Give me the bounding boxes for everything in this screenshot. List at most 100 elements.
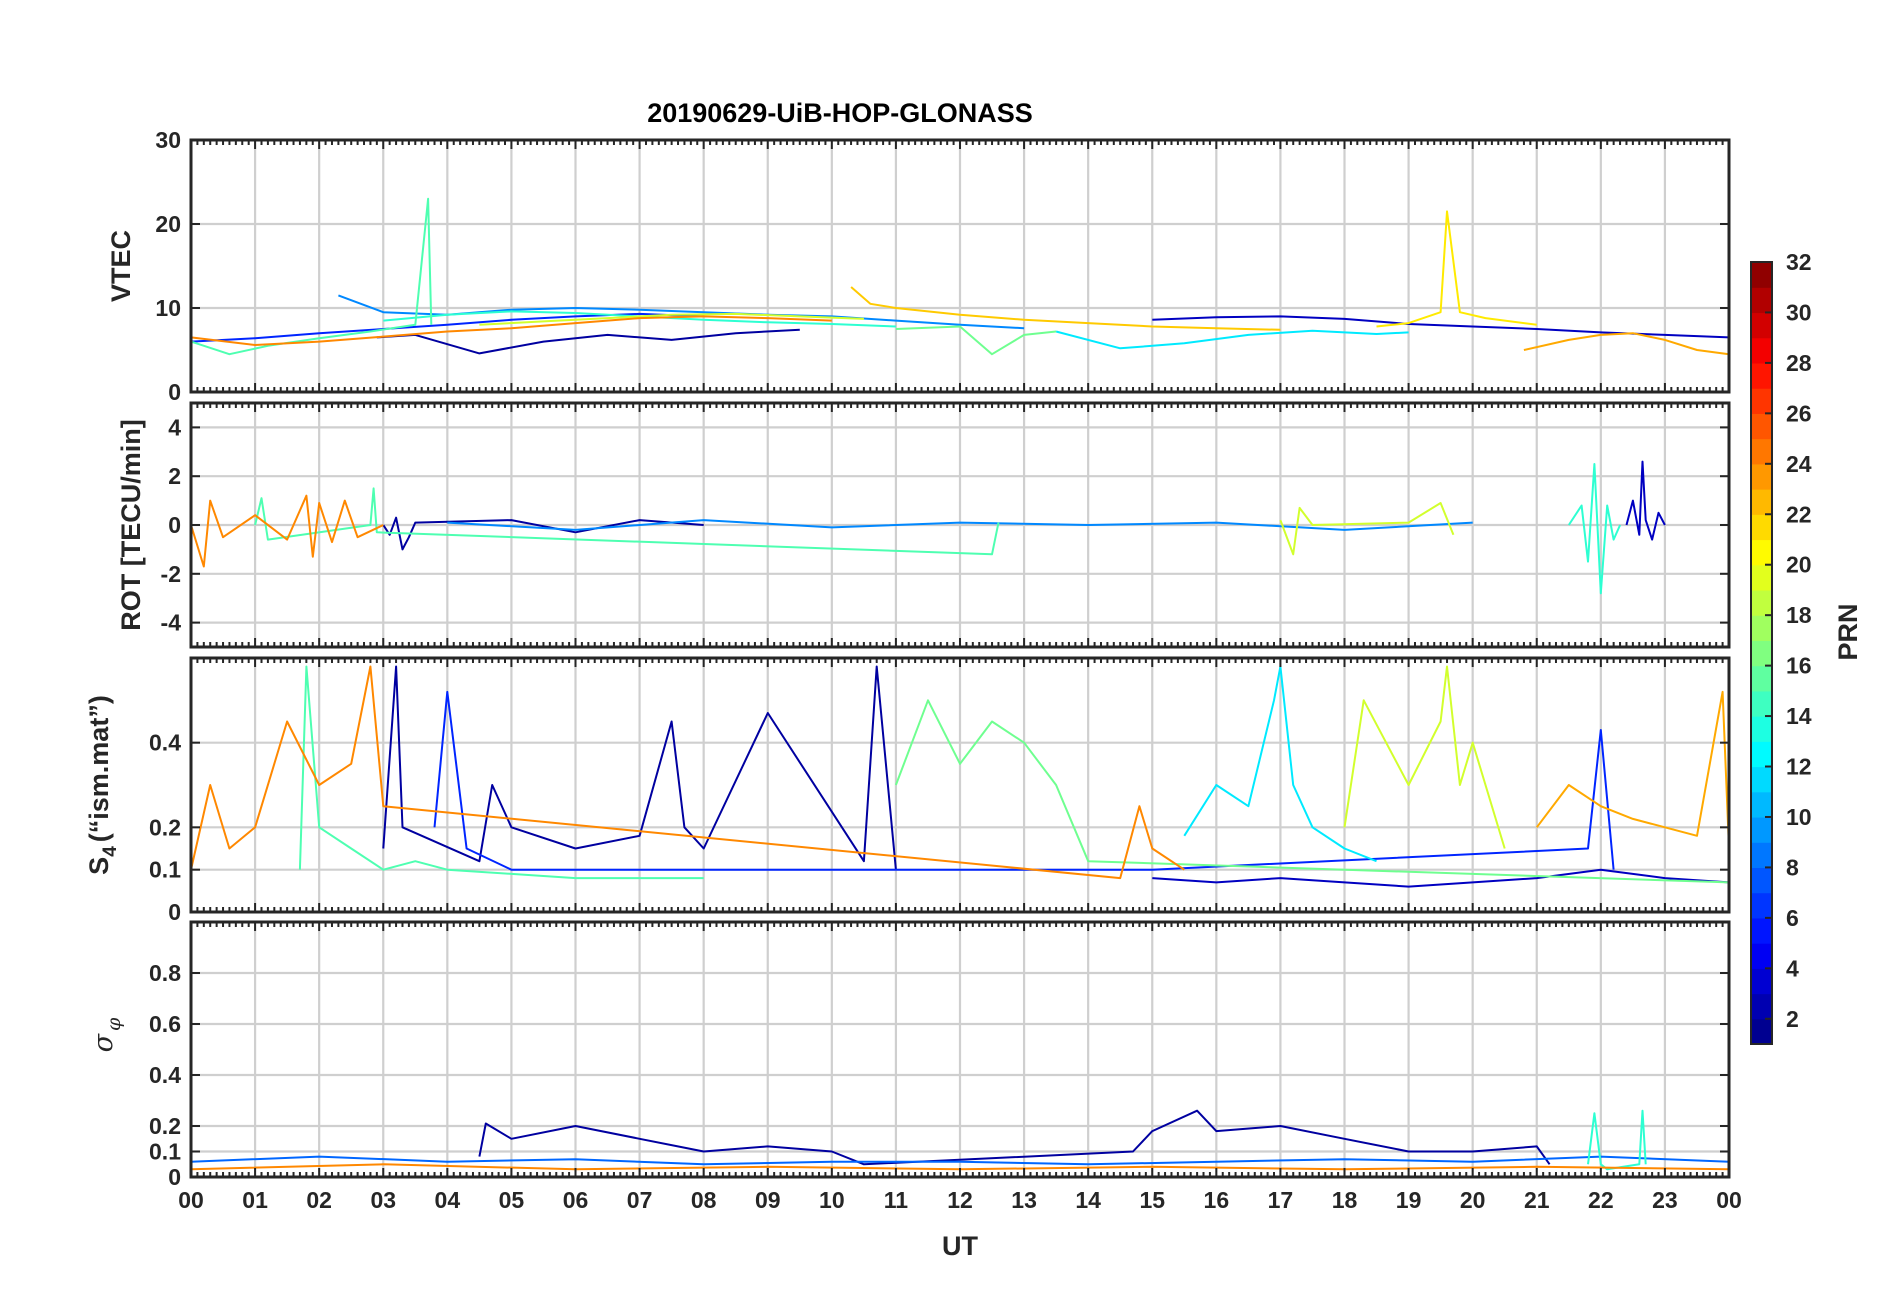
chart-title: 20190629-UiB-HOP-GLONASS	[647, 98, 1033, 128]
colorbar-swatch	[1751, 362, 1772, 389]
series-line-s4-prn-6	[433, 690, 1615, 871]
series-line-s4-prn-2	[382, 665, 897, 870]
x-tick-label: 23	[1652, 1187, 1678, 1213]
colorbar-tick-label: 8	[1786, 854, 1799, 880]
x-ticks-sigma	[190, 922, 1730, 1177]
series-line-rot-prn-9	[447, 519, 1473, 531]
colorbar-swatch	[1751, 716, 1772, 742]
colorbar-tick-label: 30	[1786, 299, 1812, 325]
y-tick-label: 0.1	[149, 857, 181, 883]
colorbar-swatch	[1751, 816, 1772, 843]
series-line-rot-prn-2	[382, 516, 704, 551]
colorbar-swatch	[1751, 741, 1772, 768]
y-axis-label-sigma: σφ	[88, 1017, 125, 1052]
y-axis-sigma: 00.10.2 0.4 0.6 0.8	[149, 960, 1729, 1190]
y-axis-rot: -4 -2 0 2 4	[161, 414, 1729, 636]
colorbar-label: PRN	[1833, 603, 1863, 660]
series-line-s4-prn-3	[1152, 868, 1730, 888]
colorbar-swatch	[1751, 312, 1772, 339]
x-axis: 00 01 02 03 04 05 06 07 08 09 10 11 12 13 14 15 16 17 18 19…	[178, 1187, 1742, 1213]
y-axis-vtec: 0 10 20 30	[155, 127, 1729, 405]
colorbar-tick-label: 10	[1786, 804, 1812, 830]
series-line-sigma-prn-8	[190, 1155, 1730, 1166]
grid-sigma	[189, 922, 1731, 1179]
y-tick-label: 0.1	[149, 1139, 181, 1165]
colorbar-swatch	[1751, 791, 1772, 818]
series-line-vtec-prn-2	[376, 328, 800, 355]
y-tick-label: 0	[168, 512, 181, 538]
series-line-vtec-prn-22	[850, 286, 1281, 331]
colorbar-swatch	[1751, 917, 1772, 944]
x-tick-label: 20	[1460, 1187, 1486, 1213]
colorbar-swatch	[1751, 388, 1772, 414]
x-tick-label: 02	[306, 1187, 332, 1213]
x-tick-label: 14	[1075, 1187, 1101, 1213]
colorbar-swatch	[1751, 842, 1772, 869]
x-tick-label: 08	[691, 1187, 717, 1213]
panel-sigma: 00.10.2 0.4 0.6 0.8 σφ	[88, 920, 1731, 1190]
y-tick-label: 4	[168, 414, 181, 440]
x-tick-label: 09	[755, 1187, 781, 1213]
x-tick-label: 21	[1524, 1187, 1550, 1213]
colorbar-swatch	[1751, 993, 1772, 1020]
colorbar-swatch	[1751, 438, 1772, 465]
panel-vtec: 0 10 20 30 VTEC	[106, 127, 1731, 405]
colorbar-tick-label: 16	[1786, 653, 1812, 679]
x-tick-label: 05	[499, 1187, 525, 1213]
y-axis-label-vtec: VTEC	[106, 230, 136, 302]
x-tick-label: 16	[1204, 1187, 1230, 1213]
y-tick-label: 0.2	[149, 814, 181, 840]
x-ticks-rot	[190, 403, 1730, 647]
series-group-rot	[190, 460, 1666, 595]
colorbar-swatch	[1751, 892, 1772, 919]
colorbar-tick-label: 26	[1786, 400, 1812, 426]
colorbar-swatch	[1751, 867, 1772, 894]
series-line-s4-prn-16	[894, 699, 1730, 884]
y-axis-s4: 0 0.1 0.2 0.4	[149, 730, 1729, 925]
y-tick-label: 0	[168, 1164, 181, 1190]
x-tick-label: 19	[1396, 1187, 1422, 1213]
x-tick-label: 01	[242, 1187, 268, 1213]
x-tick-label: 00	[1716, 1187, 1742, 1213]
x-tick-label: 10	[819, 1187, 845, 1213]
series-line-s4-prn-24	[190, 665, 1185, 880]
x-tick-label: 07	[627, 1187, 653, 1213]
series-line-vtec-prn-15	[190, 197, 433, 356]
colorbar-swatch	[1751, 968, 1772, 995]
colorbar-tick-label: 12	[1786, 754, 1812, 780]
series-line-s4-prn-23	[1536, 690, 1730, 849]
colorbar-swatch	[1751, 564, 1772, 591]
series-line-vtec-prn-23	[1523, 332, 1730, 356]
x-tick-label: 00	[178, 1187, 204, 1213]
colorbar-tick-label: 6	[1786, 905, 1799, 931]
colorbar-frame	[1750, 261, 1773, 1045]
y-tick-label: 0.2	[149, 1113, 181, 1139]
colorbar-tick-label: 22	[1786, 501, 1812, 527]
x-tick-label: 17	[1268, 1187, 1294, 1213]
y-tick-label: 0.8	[149, 960, 181, 986]
colorbar-tick-label: 14	[1786, 703, 1812, 729]
colorbar-swatch	[1751, 615, 1772, 641]
panel-rot: -4 -2 0 2 4 ROT [TECU/min]	[116, 401, 1731, 649]
colorbar-swatch	[1751, 413, 1772, 440]
series-line-sigma-prn-14	[1587, 1109, 1647, 1171]
x-tick-label: 04	[435, 1187, 461, 1213]
panel-s4: 0 0.1 0.2 0.4 S4(“ism.mat”)	[84, 656, 1731, 925]
colorbar-swatch	[1751, 1018, 1772, 1045]
colorbar-tick-label: 2	[1786, 1006, 1799, 1032]
y-axis-label-s4: S4(“ism.mat”)	[84, 695, 121, 875]
series-line-rot-prn-19	[1279, 502, 1455, 556]
y-tick-label: 10	[155, 295, 181, 321]
y-tick-label: 0.4	[149, 1062, 181, 1088]
colorbar-swatch	[1751, 489, 1772, 515]
y-tick-label: 0	[168, 379, 181, 405]
series-line-rot-prn-24	[190, 494, 384, 568]
x-ticks-vtec	[190, 140, 1730, 392]
colorbar-tick-label: 28	[1786, 350, 1812, 376]
y-tick-label: 2	[168, 463, 181, 489]
x-tick-label: 13	[1011, 1187, 1037, 1213]
series-line-vtec-prn-9	[338, 294, 1025, 330]
colorbar-swatch	[1751, 539, 1772, 566]
